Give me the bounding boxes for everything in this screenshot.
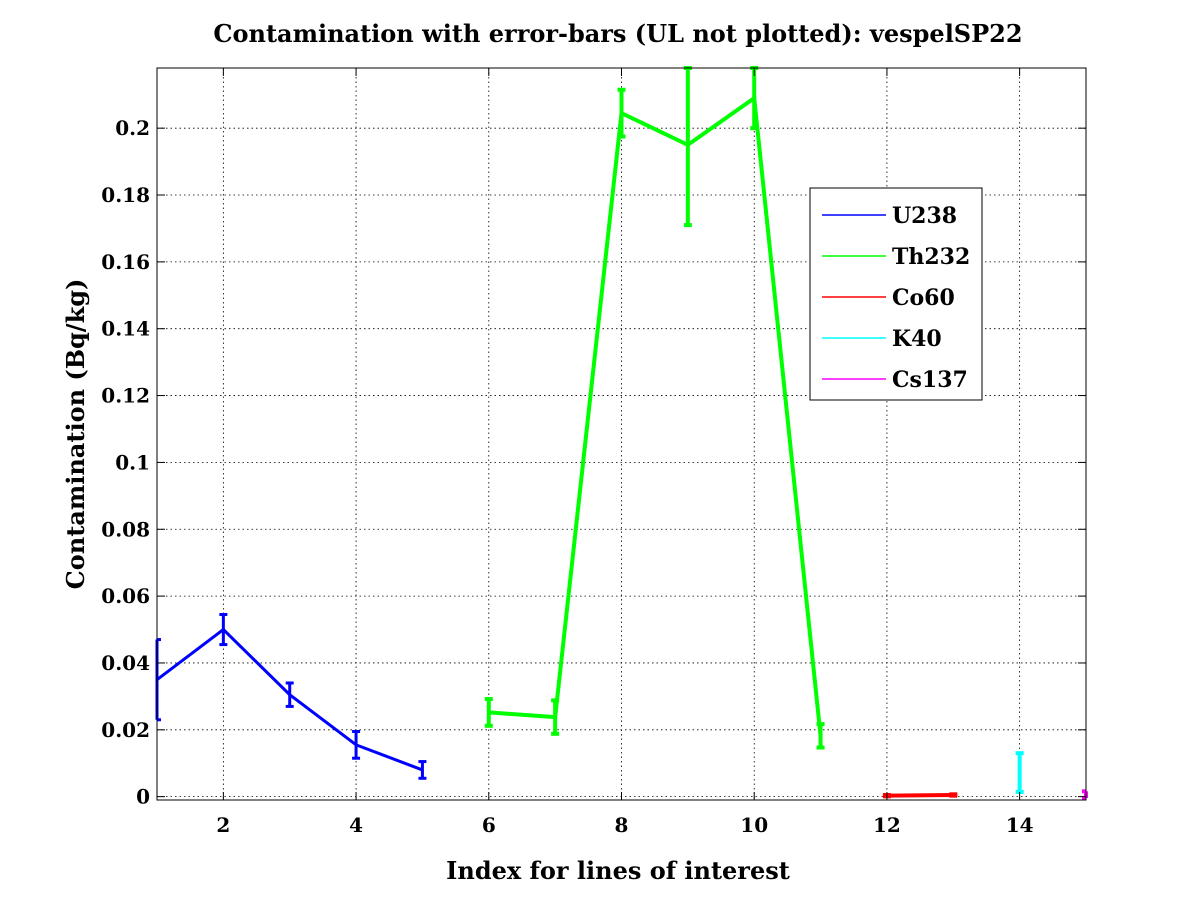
legend-item: U238 — [822, 203, 957, 229]
y-tick-label: 0.16 — [101, 250, 150, 274]
y-tick-label: 0.1 — [115, 450, 150, 474]
legend-item: Co60 — [822, 285, 955, 311]
legend-item: Cs137 — [822, 367, 968, 393]
error-bar — [551, 698, 560, 736]
legend-label: U238 — [892, 203, 957, 229]
error-bar — [352, 729, 361, 760]
y-tick-label: 0.06 — [101, 584, 150, 608]
y-tick-label: 0.18 — [101, 183, 150, 207]
legend: U238 Th232 Co60 K40 Cs137 — [809, 187, 983, 401]
legend-box — [809, 187, 983, 401]
x-tick-label: 8 — [615, 813, 629, 837]
error-bar — [617, 87, 626, 139]
legend-item: Th232 — [822, 244, 970, 270]
error-bar — [1015, 751, 1024, 794]
series-u238 — [155, 612, 427, 780]
x-tick-label: 12 — [873, 813, 901, 837]
legend-label: Cs137 — [892, 367, 968, 393]
y-tick-label: 0.08 — [101, 517, 150, 541]
x-tick-label: 2 — [216, 813, 230, 837]
x-tick-label: 14 — [1006, 813, 1034, 837]
legend-label: K40 — [892, 326, 942, 352]
y-axis-label: Contamination (Bq/kg) — [61, 279, 90, 590]
error-bar — [219, 612, 228, 647]
error-bar — [949, 792, 958, 798]
legend-label: Th232 — [892, 244, 970, 270]
error-bar — [484, 697, 493, 728]
axis-ticks: 2 4 6 8 10 12 14 0 0.02 0.04 0.06 0.08 0.1 0.12 0.14 0.… — [101, 68, 1086, 837]
y-tick-label: 0.2 — [115, 116, 150, 140]
x-tick-label: 4 — [349, 813, 363, 837]
series-layer — [155, 66, 1088, 800]
x-tick-label: 6 — [482, 813, 496, 837]
series-th232 — [484, 66, 825, 750]
error-bar — [816, 722, 825, 750]
error-bar — [285, 681, 294, 708]
y-tick-label: 0.14 — [101, 317, 150, 341]
x-tick-label: 10 — [740, 813, 768, 837]
series-line-th232 — [488, 94, 823, 737]
chart-title: Contamination with error-bars (UL not pl… — [213, 19, 1022, 48]
x-axis-label: Index for lines of interest — [446, 856, 790, 885]
y-tick-label: 0.04 — [101, 651, 150, 675]
legend-label: Co60 — [892, 285, 955, 311]
error-bar — [418, 760, 427, 780]
legend-item: K40 — [822, 326, 942, 352]
y-tick-label: 0 — [136, 785, 150, 809]
y-tick-label: 0.12 — [101, 384, 150, 408]
y-tick-label: 0.02 — [101, 718, 150, 742]
series-co60 — [882, 792, 958, 799]
series-k40 — [1015, 751, 1024, 794]
series-line-co60 — [886, 792, 954, 798]
